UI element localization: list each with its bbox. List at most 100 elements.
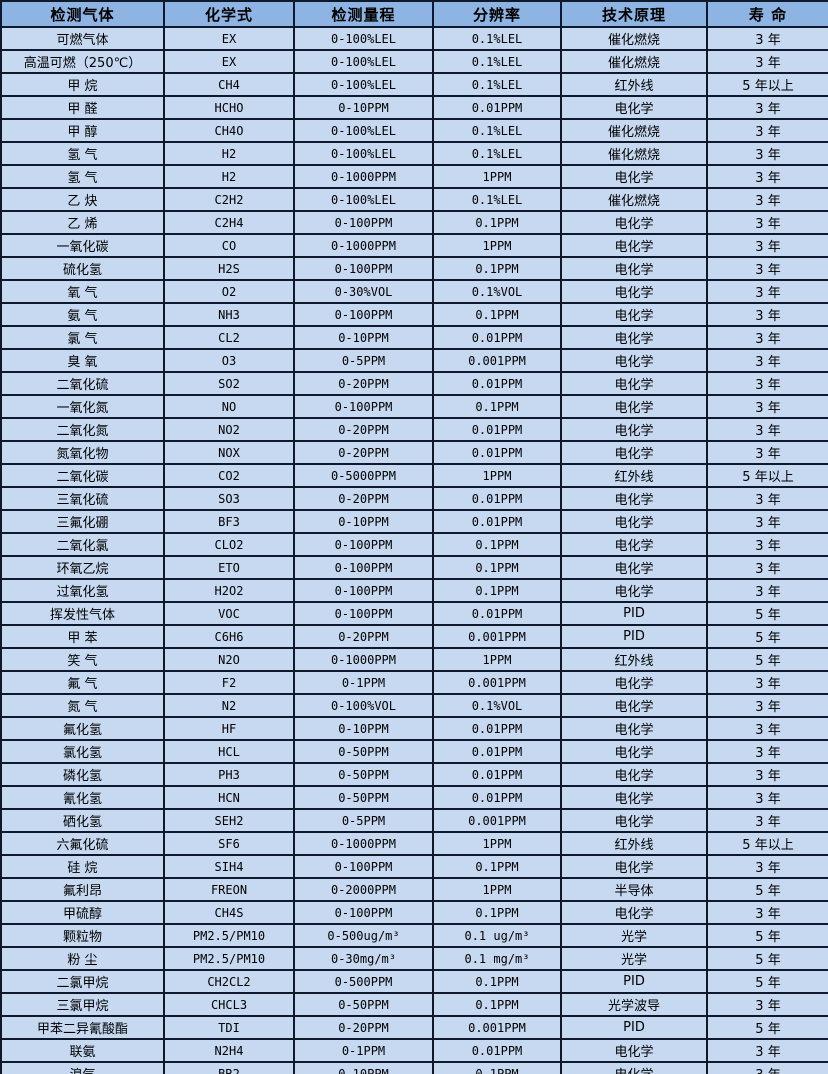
- table-cell-resolution: 1PPM: [432, 164, 562, 189]
- table-cell-lifespan: 5 年: [706, 923, 828, 948]
- table-cell-principle: 电化学: [560, 486, 708, 511]
- table-cell-principle: 电化学: [560, 509, 708, 534]
- table-cell-gas: 氨 气: [0, 302, 165, 327]
- table-cell-resolution: 0.1PPM: [432, 854, 562, 879]
- table-cell-lifespan: 5 年以上: [706, 463, 828, 488]
- table-cell-gas: 笑 气: [0, 647, 165, 672]
- table-cell-formula: O2: [163, 279, 295, 304]
- table-cell-range: 0-100%LEL: [293, 141, 434, 166]
- table-cell-gas: 氮氧化物: [0, 440, 165, 465]
- table-cell-lifespan: 3 年: [706, 348, 828, 373]
- table-cell-principle: 光学: [560, 923, 708, 948]
- table-cell-gas: 联氨: [0, 1038, 165, 1063]
- table-cell-lifespan: 3 年: [706, 785, 828, 810]
- table-cell-gas: 乙 炔: [0, 187, 165, 212]
- table-cell-formula: CH2CL2: [163, 969, 295, 994]
- table-cell-principle: 电化学: [560, 95, 708, 120]
- table-cell-lifespan: 5 年: [706, 969, 828, 994]
- table-header: 检测气体 化学式 检测量程 分辨率 技术原理 寿 命: [0, 0, 828, 28]
- table-cell-principle: 电化学: [560, 233, 708, 258]
- table-cell-resolution: 0.01PPM: [432, 1038, 562, 1063]
- table-cell-formula: EX: [163, 49, 295, 74]
- table-cell-resolution: 0.1 ug/m³: [432, 923, 562, 948]
- table-cell-principle: 催化燃烧: [560, 118, 708, 143]
- table-row: 可燃气体 EX 0-100%LEL 0.1%LEL 催化燃烧 3 年: [0, 26, 828, 51]
- table-cell-formula: HCHO: [163, 95, 295, 120]
- table-cell-range: 0-1000PPM: [293, 647, 434, 672]
- table-row: 甲硫醇 CH4S 0-100PPM 0.1PPM 电化学 3 年: [0, 900, 828, 925]
- table-row: 氮氧化物 NOX 0-20PPM 0.01PPM 电化学 3 年: [0, 440, 828, 465]
- table-row: 硅 烷 SIH4 0-100PPM 0.1PPM 电化学 3 年: [0, 854, 828, 879]
- table-cell-resolution: 1PPM: [432, 463, 562, 488]
- table-cell-range: 0-20PPM: [293, 371, 434, 396]
- table-cell-lifespan: 3 年: [706, 739, 828, 764]
- table-cell-range: 0-10PPM: [293, 716, 434, 741]
- table-cell-range: 0-1000PPM: [293, 233, 434, 258]
- table-cell-gas: 甲 烷: [0, 72, 165, 97]
- table-cell-range: 0-1PPM: [293, 1038, 434, 1063]
- table-row: 环氧乙烷 ETO 0-100PPM 0.1PPM 电化学 3 年: [0, 555, 828, 580]
- table-cell-lifespan: 3 年: [706, 325, 828, 350]
- table-cell-principle: PID: [560, 601, 708, 626]
- table-cell-lifespan: 3 年: [706, 233, 828, 258]
- table-row: 二氧化氯 CLO2 0-100PPM 0.1PPM 电化学 3 年: [0, 532, 828, 557]
- table-cell-lifespan: 5 年: [706, 601, 828, 626]
- table-cell-lifespan: 5 年以上: [706, 831, 828, 856]
- table-cell-range: 0-1PPM: [293, 670, 434, 695]
- table-cell-lifespan: 5 年: [706, 877, 828, 902]
- header-cell-principle: 技术原理: [560, 0, 708, 28]
- table-cell-resolution: 0.1%LEL: [432, 141, 562, 166]
- table-cell-formula: H2: [163, 141, 295, 166]
- table-cell-lifespan: 3 年: [706, 693, 828, 718]
- table-cell-gas: 粉 尘: [0, 946, 165, 971]
- table-cell-lifespan: 3 年: [706, 394, 828, 419]
- table-cell-gas: 甲硫醇: [0, 900, 165, 925]
- table-cell-principle: PID: [560, 624, 708, 649]
- table-cell-gas: 二氧化碳: [0, 463, 165, 488]
- table-cell-gas: 二氧化氮: [0, 417, 165, 442]
- table-cell-principle: 电化学: [560, 348, 708, 373]
- header-cell-lifespan: 寿 命: [706, 0, 828, 28]
- table-cell-lifespan: 3 年: [706, 371, 828, 396]
- table-row: 笑 气 N2O 0-1000PPM 1PPM 红外线 5 年: [0, 647, 828, 672]
- table-cell-principle: 半导体: [560, 877, 708, 902]
- table-cell-principle: 电化学: [560, 785, 708, 810]
- table-cell-resolution: 0.1PPM: [432, 578, 562, 603]
- table-row: 氯 气 CL2 0-10PPM 0.01PPM 电化学 3 年: [0, 325, 828, 350]
- table-cell-range: 0-100PPM: [293, 210, 434, 235]
- table-cell-range: 0-500PPM: [293, 969, 434, 994]
- table-cell-lifespan: 3 年: [706, 486, 828, 511]
- table-cell-principle: PID: [560, 1015, 708, 1040]
- table-cell-resolution: 0.1PPM: [432, 969, 562, 994]
- table-cell-range: 0-20PPM: [293, 417, 434, 442]
- table-cell-lifespan: 3 年: [706, 49, 828, 74]
- table-cell-range: 0-1000PPM: [293, 831, 434, 856]
- table-cell-lifespan: 3 年: [706, 1061, 828, 1074]
- table-row: 挥发性气体 VOC 0-100PPM 0.01PPM PID 5 年: [0, 601, 828, 626]
- table-cell-range: 0-10PPM: [293, 1061, 434, 1074]
- table-row: 三氯甲烷 CHCL3 0-50PPM 0.1PPM 光学波导 3 年: [0, 992, 828, 1017]
- table-cell-resolution: 0.01PPM: [432, 509, 562, 534]
- table-row: 一氧化氮 NO 0-100PPM 0.1PPM 电化学 3 年: [0, 394, 828, 419]
- table-cell-range: 0-100%LEL: [293, 72, 434, 97]
- table-cell-gas: 过氧化氢: [0, 578, 165, 603]
- table-cell-lifespan: 3 年: [706, 302, 828, 327]
- table-cell-range: 0-50PPM: [293, 739, 434, 764]
- table-cell-lifespan: 5 年: [706, 647, 828, 672]
- table-cell-formula: ETO: [163, 555, 295, 580]
- table-cell-lifespan: 3 年: [706, 509, 828, 534]
- table-cell-gas: 一氧化氮: [0, 394, 165, 419]
- table-cell-gas: 六氟化硫: [0, 831, 165, 856]
- table-row: 氟 气 F2 0-1PPM 0.001PPM 电化学 3 年: [0, 670, 828, 695]
- table-cell-formula: CLO2: [163, 532, 295, 557]
- table-cell-formula: CH4O: [163, 118, 295, 143]
- table-cell-range: 0-30mg/m³: [293, 946, 434, 971]
- table-cell-gas: 硅 烷: [0, 854, 165, 879]
- table-row: 二氯甲烷 CH2CL2 0-500PPM 0.1PPM PID 5 年: [0, 969, 828, 994]
- table-cell-formula: EX: [163, 26, 295, 51]
- table-cell-resolution: 0.01PPM: [432, 486, 562, 511]
- table-cell-principle: 电化学: [560, 256, 708, 281]
- table-cell-gas: 氟利昂: [0, 877, 165, 902]
- table-cell-range: 0-100%LEL: [293, 187, 434, 212]
